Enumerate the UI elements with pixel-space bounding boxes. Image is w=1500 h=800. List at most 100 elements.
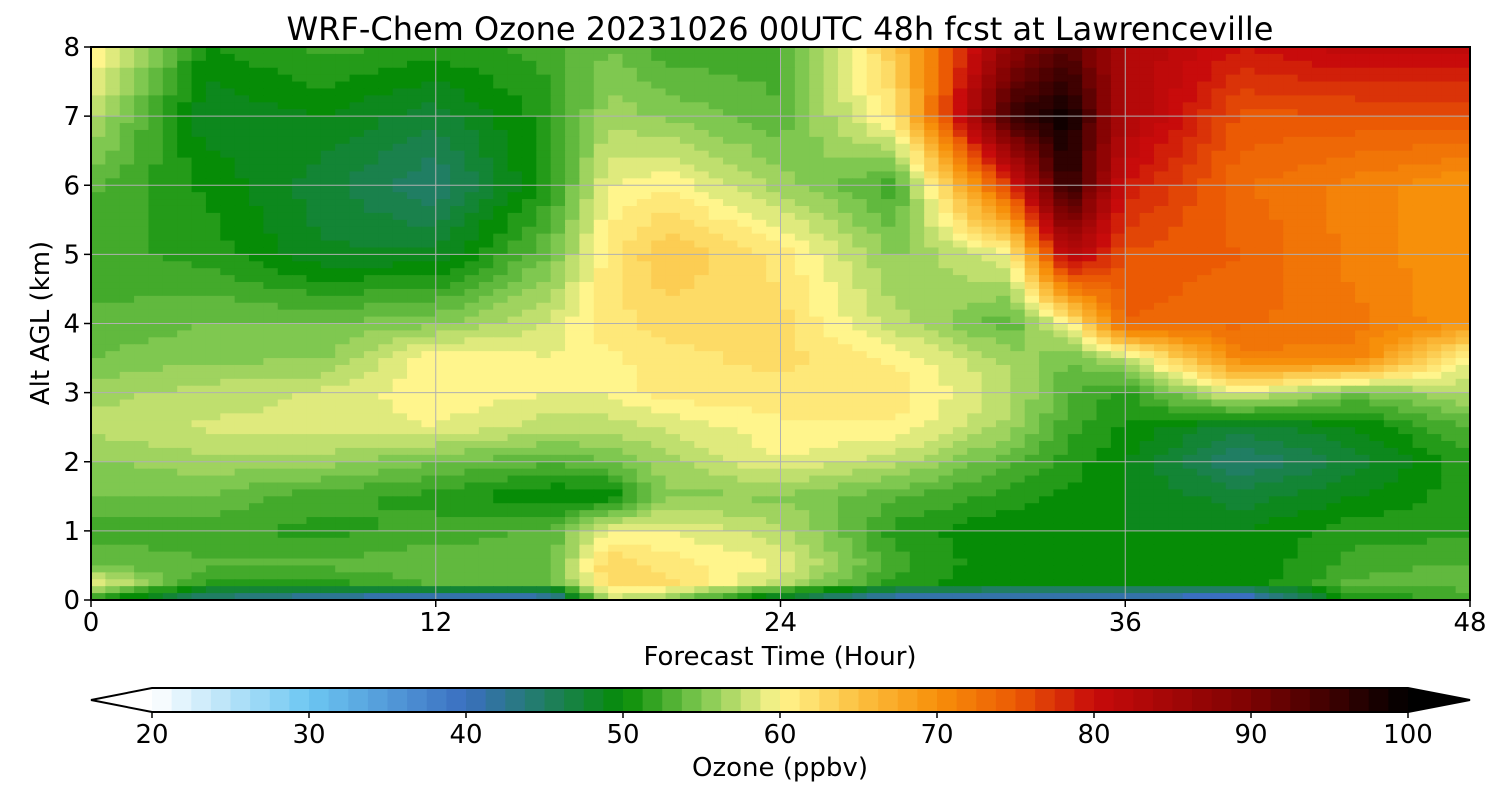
heatmap-cell: [1010, 150, 1026, 159]
heatmap-cell: [909, 344, 925, 352]
heatmap-cell: [363, 81, 379, 90]
heatmap-cell: [421, 199, 437, 207]
heatmap-cell: [234, 399, 250, 408]
heatmap-cell: [1039, 67, 1055, 76]
heatmap-cell: [1426, 53, 1442, 62]
heatmap-cell: [924, 185, 940, 193]
heatmap-cell: [579, 74, 595, 83]
heatmap-cell: [450, 282, 466, 290]
heatmap-cell: [737, 392, 753, 401]
heatmap-cell: [507, 295, 523, 304]
heatmap-cell: [981, 261, 997, 269]
heatmap-cell: [536, 282, 552, 290]
heatmap-cell: [1153, 219, 1169, 228]
heatmap-cell: [1268, 205, 1284, 214]
heatmap-cell: [464, 275, 480, 283]
heatmap-cell: [493, 261, 509, 269]
heatmap-cell: [105, 185, 121, 193]
heatmap-cell: [1240, 233, 1256, 242]
heatmap-cell: [679, 371, 695, 380]
heatmap-cell: [1024, 164, 1040, 173]
heatmap-cell: [306, 399, 322, 408]
heatmap-cell: [1110, 337, 1126, 345]
heatmap-cell: [1383, 392, 1399, 401]
heatmap-cell: [349, 74, 365, 83]
heatmap-cell: [1096, 288, 1112, 297]
heatmap-cell: [1125, 88, 1141, 96]
heatmap-cell: [924, 171, 940, 179]
heatmap-cell: [1110, 81, 1126, 90]
heatmap-cell: [651, 219, 667, 228]
heatmap-cell: [521, 302, 537, 311]
heatmap-cell: [881, 102, 897, 110]
heatmap-cell: [320, 212, 336, 221]
heatmap-cell: [909, 392, 925, 401]
heatmap-cell: [579, 288, 595, 297]
heatmap-cell: [852, 282, 868, 290]
heatmap-cell: [1441, 240, 1457, 249]
heatmap-cell: [1110, 254, 1126, 262]
heatmap-cell: [1383, 385, 1399, 394]
heatmap-cell: [478, 150, 494, 159]
heatmap-cell: [1197, 60, 1213, 69]
heatmap-cell: [1369, 60, 1385, 69]
heatmap-cell: [1197, 226, 1213, 235]
heatmap-cell: [751, 226, 767, 235]
heatmap-cell: [694, 219, 710, 228]
heatmap-cell: [1182, 212, 1198, 221]
heatmap-cell: [866, 344, 882, 352]
heatmap-cell: [220, 351, 236, 359]
heatmap-cell: [507, 129, 523, 138]
heatmap-cell: [723, 157, 738, 166]
heatmap-cell: [1311, 268, 1327, 276]
heatmap-cell: [766, 316, 782, 325]
heatmap-cell: [952, 282, 968, 290]
heatmap-cell: [1067, 316, 1083, 325]
heatmap-cell: [622, 378, 638, 387]
heatmap-cell: [1441, 205, 1457, 214]
heatmap-cell: [148, 385, 164, 394]
heatmap-cell: [823, 261, 839, 269]
heatmap-cell: [1398, 316, 1414, 325]
heatmap-cell: [1426, 81, 1442, 90]
heatmap-cell: [565, 351, 580, 359]
heatmap-cell: [249, 282, 264, 290]
heatmap-cell: [823, 192, 839, 200]
heatmap-cell: [234, 351, 250, 359]
heatmap-cell: [1311, 178, 1327, 186]
heatmap-cell: [679, 358, 695, 366]
heatmap-cell: [780, 199, 796, 207]
heatmap-cell: [1225, 47, 1241, 55]
heatmap-cell: [766, 74, 782, 83]
heatmap-cell: [91, 240, 106, 249]
heatmap-cell: [363, 378, 379, 387]
heatmap-cell: [1053, 226, 1069, 235]
heatmap-cell: [306, 330, 322, 338]
heatmap-cell: [593, 337, 609, 345]
heatmap-cell: [895, 316, 911, 325]
heatmap-cell: [1240, 185, 1256, 193]
heatmap-cell: [895, 81, 911, 90]
heatmap-cell: [320, 199, 336, 207]
heatmap-cell: [177, 178, 193, 186]
heatmap-cell: [1398, 282, 1414, 290]
heatmap-cell: [995, 185, 1011, 193]
heatmap-cell: [378, 233, 394, 242]
heatmap-cell: [162, 302, 178, 311]
heatmap-cell: [1412, 254, 1428, 262]
heatmap-cell: [234, 171, 250, 179]
heatmap-cell: [1125, 164, 1141, 173]
heatmap-cell: [435, 74, 451, 83]
heatmap-cell: [521, 136, 537, 145]
heatmap-cell: [205, 95, 221, 103]
heatmap-cell: [895, 102, 911, 110]
heatmap-cell: [995, 88, 1011, 96]
heatmap-cell: [608, 309, 624, 318]
heatmap-cell: [306, 261, 322, 269]
heatmap-cell: [1326, 282, 1342, 290]
heatmap-cell: [981, 385, 997, 394]
heatmap-cell: [866, 157, 882, 166]
heatmap-cell: [852, 143, 868, 152]
heatmap-cell: [924, 129, 940, 138]
heatmap-cell: [737, 295, 753, 304]
